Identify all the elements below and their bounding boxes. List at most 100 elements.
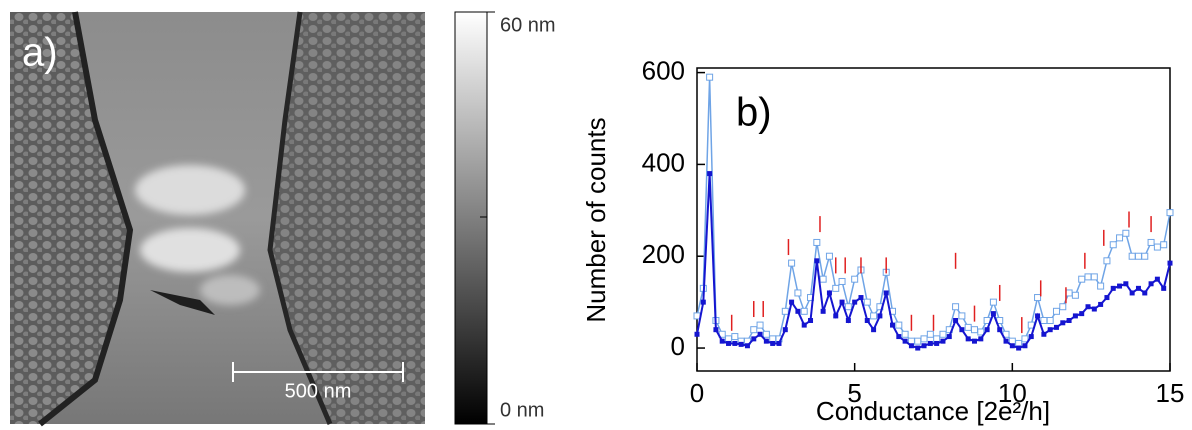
data-point (851, 275, 859, 283)
data-point (801, 322, 807, 328)
data-point (977, 328, 985, 336)
data-point (1128, 252, 1136, 260)
x-axis-label: Conductance [2e²/h] (816, 396, 1050, 426)
data-point (789, 299, 795, 305)
data-point (959, 327, 965, 333)
data-point (813, 238, 821, 246)
data-point (762, 330, 770, 338)
data-point (970, 326, 978, 334)
data-point (864, 318, 870, 323)
data-point (826, 290, 832, 296)
data-point (1041, 331, 1047, 337)
data-point (946, 334, 952, 340)
data-point (1110, 285, 1116, 291)
data-point (984, 327, 990, 333)
data-point (1009, 343, 1015, 349)
data-point (794, 289, 802, 297)
data-point (1035, 313, 1041, 319)
data-point (756, 321, 764, 329)
data-point (1060, 320, 1066, 326)
panel-label: a) (22, 31, 58, 75)
data-point (1028, 334, 1034, 340)
data-point (839, 299, 845, 305)
data-point (1034, 294, 1042, 302)
data-point (914, 337, 922, 345)
data-point (852, 299, 858, 305)
data-point (1059, 303, 1067, 311)
data-point (1104, 295, 1110, 301)
data-point (1052, 307, 1060, 315)
data-point (1141, 252, 1149, 260)
data-point (1098, 301, 1104, 307)
data-point (1097, 282, 1105, 290)
data-point (808, 318, 814, 323)
data-point (1071, 291, 1079, 299)
data-point (763, 338, 769, 344)
data-point (782, 327, 788, 333)
colorbar-max-label: 60 nm (500, 14, 556, 36)
data-point (915, 345, 921, 351)
data-point (1123, 281, 1129, 287)
data-point (694, 331, 700, 337)
panel-label: b) (736, 91, 772, 135)
data-point (1091, 306, 1097, 312)
data-point (1047, 327, 1053, 333)
data-point (1160, 241, 1168, 249)
y-tick-label: 200 (642, 239, 685, 269)
data-point (971, 338, 977, 344)
data-point (731, 333, 739, 341)
data-point (901, 330, 909, 338)
series-line (696, 173, 1171, 350)
data-point (964, 323, 972, 331)
y-tick-label: 600 (642, 55, 685, 85)
data-point (934, 340, 940, 346)
data-point (926, 330, 934, 338)
data-point (832, 284, 840, 292)
x-tick-label: 10 (998, 378, 1027, 408)
plot-frame (696, 67, 1171, 372)
scale-bar: 500 nm (232, 362, 404, 402)
colorbar: 60 nm 0 nm (454, 11, 556, 425)
data-point (1084, 273, 1092, 281)
data-point (1078, 275, 1086, 283)
data-point (781, 307, 789, 315)
data-point (1066, 318, 1072, 323)
data-point (908, 343, 914, 349)
data-point (877, 313, 883, 319)
data-point (1122, 229, 1130, 237)
data-point (732, 340, 738, 346)
data-point (927, 340, 933, 346)
data-point (902, 338, 908, 344)
data-point (838, 277, 846, 285)
data-point (1161, 285, 1167, 291)
data-point (1003, 338, 1009, 344)
y-axis-label: Number of counts (581, 117, 611, 322)
data-point (883, 290, 889, 296)
x-tick-label: 15 (1156, 378, 1185, 408)
data-point (776, 340, 782, 346)
data-point (895, 321, 903, 329)
data-point (819, 275, 827, 283)
y-tick-label: 0 (671, 331, 685, 361)
data-point (921, 343, 927, 349)
data-point (719, 338, 725, 344)
data-point (939, 330, 947, 338)
data-point (1117, 283, 1123, 289)
data-point (693, 312, 701, 320)
data-point (738, 341, 744, 347)
data-point (825, 252, 833, 260)
data-point (965, 336, 971, 342)
data-point (1053, 324, 1059, 330)
data-point (952, 303, 960, 311)
data-point (1065, 289, 1073, 297)
data-point (1153, 243, 1161, 251)
data-point (1147, 238, 1155, 246)
data-point (1109, 241, 1117, 249)
data-point (744, 343, 750, 349)
data-point (750, 326, 758, 334)
data-point (863, 298, 871, 306)
data-point (833, 313, 839, 319)
colorbar-min-label: 0 nm (500, 399, 544, 421)
data-point (1166, 209, 1174, 217)
